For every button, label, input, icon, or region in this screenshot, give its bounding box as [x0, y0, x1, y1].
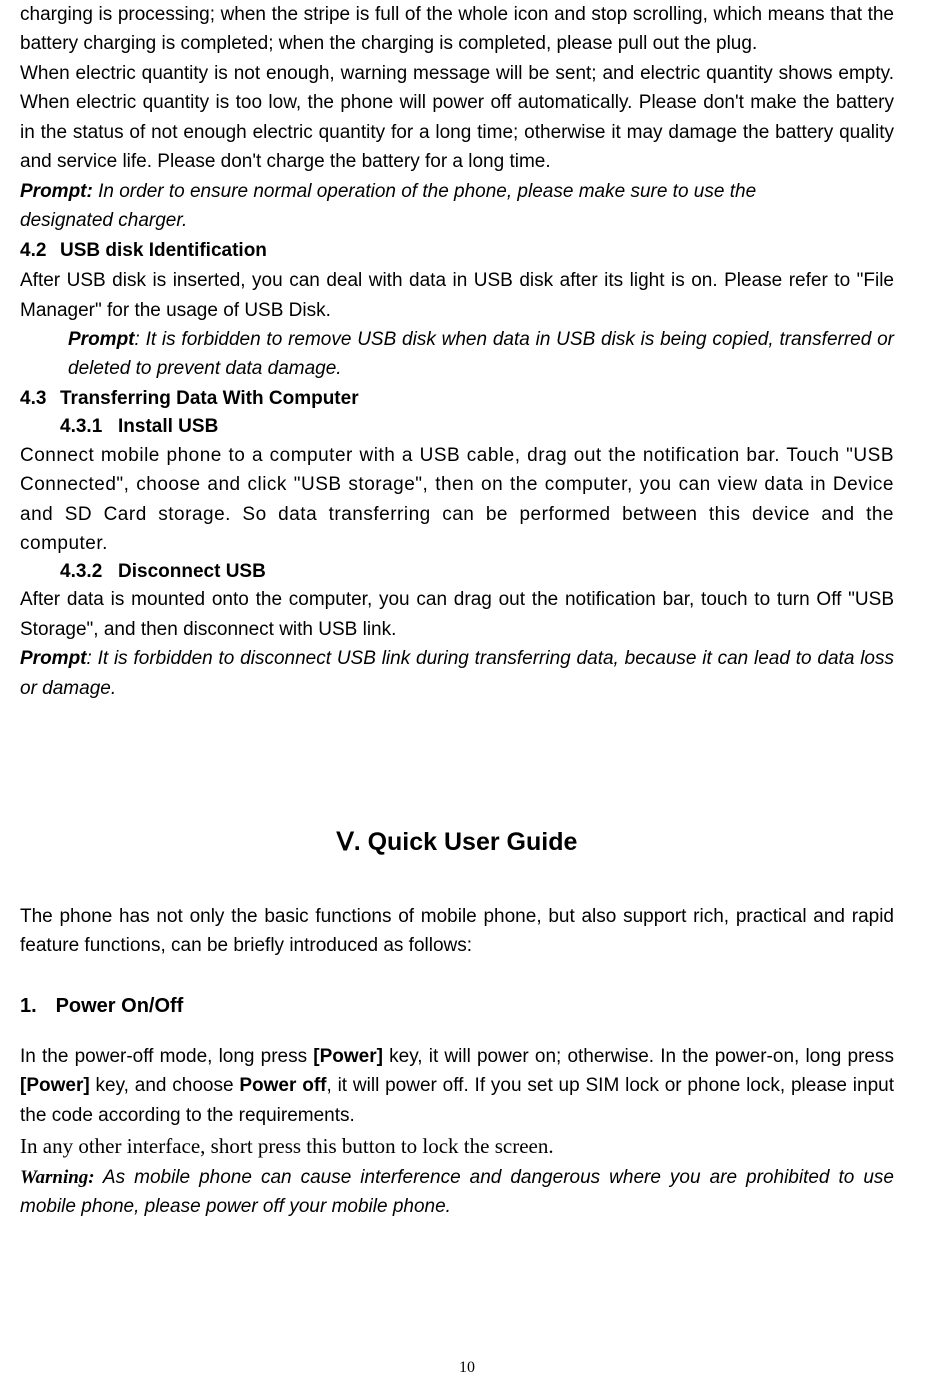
s1-bold-1: [Power]: [313, 1046, 383, 1067]
prompt-4-3-2: Prompt: It is forbidden to disconnect US…: [20, 644, 894, 703]
s1-bold-2: [Power]: [20, 1075, 90, 1096]
para-1-serif: In any other interface, short press this…: [20, 1130, 894, 1163]
section-1: 1. Power On/Off: [20, 991, 894, 1022]
warning-label: Warning:: [20, 1167, 95, 1188]
sec-4-2-title: USB disk Identification: [60, 240, 267, 261]
para-1-power: In the power-off mode, long press [Power…: [20, 1042, 894, 1130]
sec-4-2-num: 4.2: [20, 238, 60, 265]
sec-1-num: 1.: [20, 991, 50, 1022]
prompt-charger-line2: designated charger.: [20, 206, 894, 235]
para-4-3-2: After data is mounted onto the computer,…: [20, 585, 894, 644]
chapter-title: Ⅴ. Quick User Guide: [20, 823, 894, 862]
page: charging is processing; when the stripe …: [0, 0, 934, 1399]
sec-4-3-1-title: Install USB: [118, 416, 218, 437]
section-4-3-2: 4.3.2Disconnect USB: [60, 559, 894, 586]
sec-4-3-1-num: 4.3.1: [60, 414, 118, 441]
section-4-3-1: 4.3.1Install USB: [60, 414, 894, 441]
sec-4-3-2-num: 4.3.2: [60, 559, 118, 586]
prompt-charger: Prompt: In order to ensure normal operat…: [20, 177, 894, 206]
prompt-4-3-2-text: : It is forbidden to disconnect USB link…: [20, 648, 894, 698]
section-4-2: 4.2USB disk Identification: [20, 238, 894, 265]
s1-text-c: key, and choose: [90, 1075, 240, 1096]
para-4-2: After USB disk is inserted, you can deal…: [20, 266, 894, 325]
sec-4-3-title: Transferring Data With Computer: [60, 388, 359, 409]
prompt-4-3-2-label: Prompt: [20, 648, 87, 669]
sec-1-title: Power On/Off: [56, 995, 184, 1017]
page-number: 10: [0, 1356, 934, 1381]
chapter-intro: The phone has not only the basic functio…: [20, 902, 894, 961]
para-1-warning: Warning: As mobile phone can cause inter…: [20, 1163, 894, 1222]
warning-text: As mobile phone can cause interference a…: [20, 1167, 894, 1217]
s1-text-b: key, it will power on; otherwise. In the…: [383, 1046, 894, 1067]
para-4-3-1: Connect mobile phone to a computer with …: [20, 441, 894, 559]
prompt-4-2-label: Prompt: [68, 329, 135, 350]
prompt-label: Prompt:: [20, 181, 93, 202]
para-charging-1: charging is processing; when the stripe …: [20, 0, 894, 59]
section-4-3: 4.3Transferring Data With Computer: [20, 386, 894, 413]
sec-4-3-2-title: Disconnect USB: [118, 561, 266, 582]
s1-bold-3: Power off: [239, 1075, 326, 1096]
prompt-4-2: Prompt: It is forbidden to remove USB di…: [68, 325, 894, 384]
prompt-text-a: In order to ensure normal operation of t…: [93, 181, 756, 202]
prompt-4-2-text: : It is forbidden to remove USB disk whe…: [68, 329, 894, 379]
para-charging-2: When electric quantity is not enough, wa…: [20, 59, 894, 177]
sec-4-3-num: 4.3: [20, 386, 60, 413]
s1-text-a: In the power-off mode, long press: [20, 1046, 313, 1067]
